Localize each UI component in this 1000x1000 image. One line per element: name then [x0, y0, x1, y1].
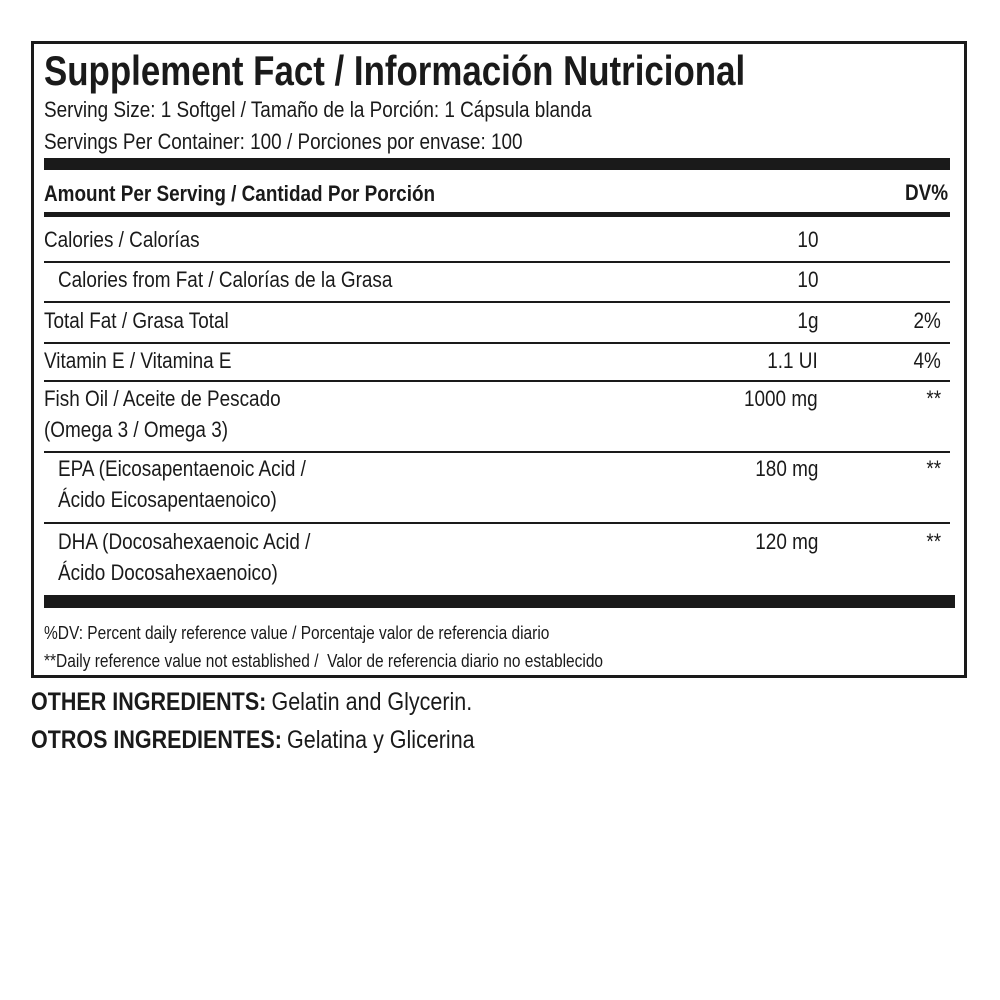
daily-value: ** [926, 456, 941, 481]
row-rule [44, 522, 950, 524]
footnote: **Daily reference value not established … [44, 651, 604, 671]
title: Supplement Fact / Información Nutriciona… [44, 47, 746, 94]
serving-size: Serving Size: 1 Softgel / Tamaño de la P… [44, 97, 592, 122]
servings-per-container: Servings Per Container: 100 / Porciones … [44, 129, 523, 154]
nutrient-name: Calories from Fat / Calorías de la Grasa [58, 267, 393, 292]
ingredients-label: OTHER INGREDIENTS: [31, 688, 267, 716]
ingredients-text: Gelatina y Glicerina [287, 726, 475, 754]
nutrient-name: Fish Oil / Aceite de Pescado [44, 386, 281, 411]
amount: 120 mg [754, 529, 818, 554]
nutrient-name: Ácido Eicosapentaenoico) [58, 487, 277, 512]
amount: 10 [796, 267, 818, 292]
row-rule [44, 301, 950, 303]
thick-rule [44, 158, 950, 170]
nutrient-name: (Omega 3 / Omega 3) [44, 417, 229, 442]
daily-value: ** [926, 386, 941, 411]
nutrient-name: DHA (Docosahexaenoic Acid / [58, 529, 311, 554]
amount: 180 mg [754, 456, 818, 481]
amount: 10 [796, 227, 818, 252]
row-rule [44, 451, 950, 453]
amount: 1.1 UI [767, 348, 818, 373]
header-rule [44, 212, 950, 217]
daily-value: 2% [913, 308, 941, 333]
ingredients-text: Gelatin and Glycerin. [271, 688, 473, 716]
ingredients-line: OTHER INGREDIENTS: Gelatin and Glycerin. [31, 690, 472, 715]
nutrient-name: Ácido Docosahexaenoico) [58, 560, 278, 585]
amount: 1g [796, 308, 818, 333]
daily-value: ** [926, 529, 941, 554]
row-rule [44, 342, 950, 344]
ingredients-label: OTROS INGREDIENTES: [31, 726, 282, 754]
header-amount: Amount Per Serving / Cantidad Por Porció… [44, 181, 436, 206]
row-rule [44, 261, 950, 263]
footnote: %DV: Percent daily reference value / Por… [44, 623, 550, 643]
nutrient-name: Vitamin E / Vitamina E [44, 348, 232, 373]
nutrient-name: EPA (Eicosapentaenoic Acid / [58, 456, 306, 481]
label-box [31, 41, 967, 678]
nutrient-name: Calories / Calorías [44, 227, 200, 252]
daily-value: 4% [913, 348, 941, 373]
thick-rule [44, 595, 955, 608]
ingredients-line: OTROS INGREDIENTES: Gelatina y Glicerina [31, 728, 475, 753]
amount: 1000 mg [744, 386, 818, 411]
row-rule [44, 380, 950, 382]
header-dv: DV% [904, 180, 948, 205]
nutrient-name: Total Fat / Grasa Total [44, 308, 229, 333]
